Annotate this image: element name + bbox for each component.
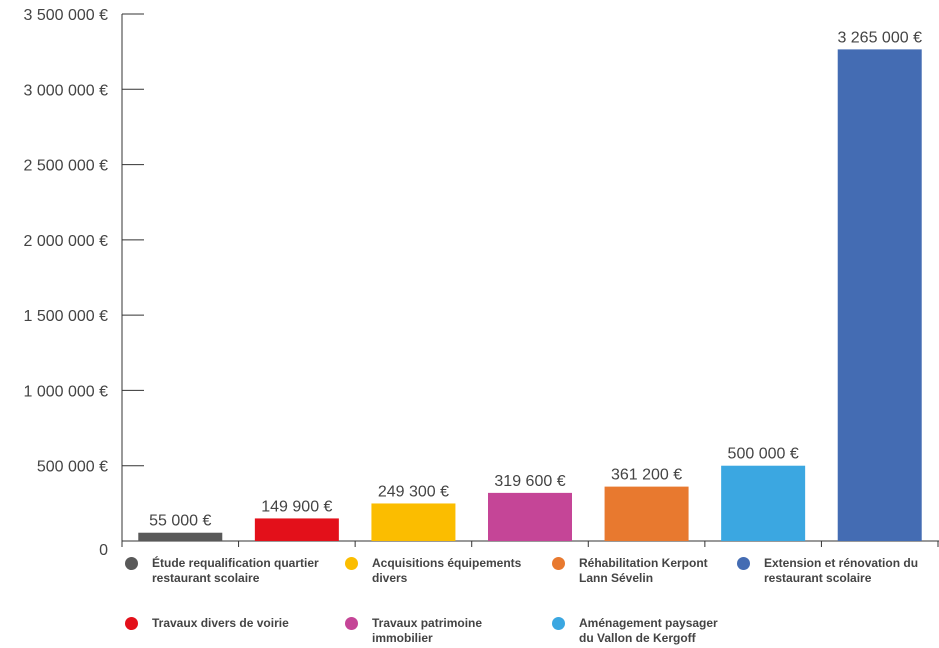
y-tick-label: 3 000 000 €: [23, 82, 108, 99]
bar: [371, 503, 456, 541]
data-label: 149 900 €: [261, 498, 332, 515]
data-label: 500 000 €: [728, 446, 799, 463]
y-tick-label: 0: [99, 542, 108, 559]
data-label: 319 600 €: [494, 473, 565, 490]
bar: [488, 492, 572, 541]
bar: [604, 486, 689, 541]
bar: [837, 49, 922, 542]
data-label: 3 265 000 €: [837, 29, 922, 46]
y-tick-label: 2 500 000 €: [23, 158, 108, 175]
data-label: 55 000 €: [149, 513, 211, 530]
y-tick-label: 1 000 000 €: [23, 383, 108, 400]
data-label: 249 300 €: [378, 483, 449, 500]
data-label: 361 200 €: [611, 467, 682, 484]
y-tick-label: 500 000 €: [37, 459, 108, 476]
y-tick-label: 3 500 000 €: [23, 7, 108, 24]
bar: [254, 518, 339, 541]
y-tick-label: 2 000 000 €: [23, 233, 108, 250]
bar: [138, 532, 223, 541]
y-tick-label: 1 500 000 €: [23, 308, 108, 325]
bar: [721, 465, 806, 541]
